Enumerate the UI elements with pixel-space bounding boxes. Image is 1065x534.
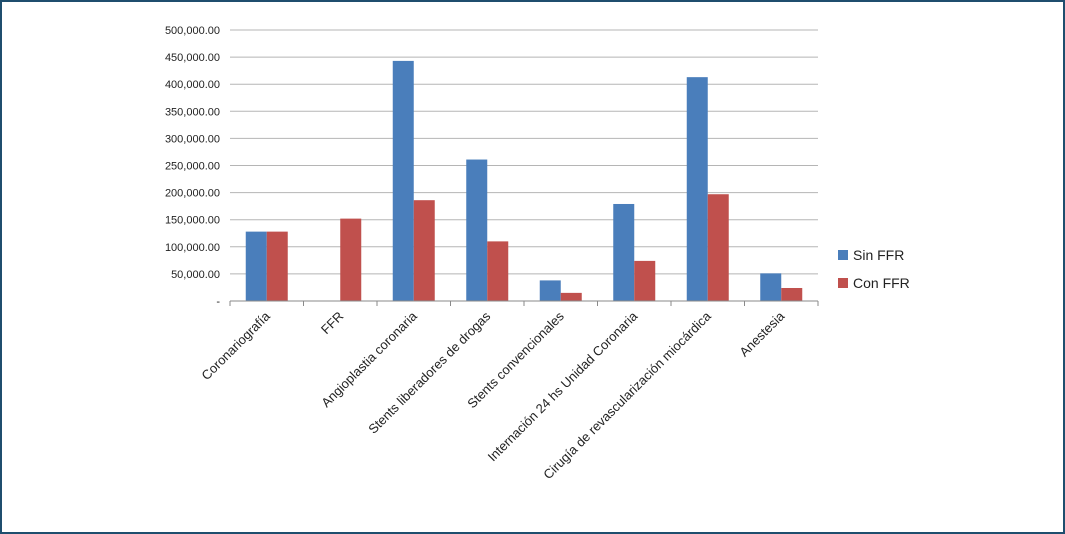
y-tick-label: 150,000.00: [165, 215, 220, 227]
y-tick-label: 500,000.00: [165, 25, 220, 37]
bar-con-ffr: [266, 231, 288, 301]
y-tick-label: 300,000.00: [165, 133, 220, 145]
bar-sin-ffr: [466, 159, 488, 301]
y-tick-label: 50,000.00: [171, 269, 220, 281]
legend-swatch: [838, 250, 848, 260]
y-axis-tick-labels: - 50,000.00 100,000.00 150,000.00 200,000.00…: [165, 25, 220, 308]
bar-con-ffr: [634, 260, 656, 301]
legend-label: Con FFR: [853, 275, 910, 291]
legend-swatch: [838, 278, 848, 288]
category-label: Stents liberadores de drogas: [365, 308, 493, 436]
y-tick-label: 350,000.00: [165, 106, 220, 118]
y-tick-label: -: [216, 296, 220, 308]
bar-con-ffr: [487, 241, 509, 301]
bar-con-ffr: [413, 200, 435, 301]
bar-sin-ffr: [245, 231, 267, 301]
y-tick-label: 400,000.00: [165, 79, 220, 91]
category-label: Anestesia: [736, 308, 788, 360]
bar-con-ffr: [340, 218, 362, 301]
category-label: Cirugía de revascularización miocárdica: [540, 308, 714, 482]
bar-sin-ffr: [760, 273, 782, 301]
gridlines: [230, 29, 818, 275]
legend: Sin FFR Con FFR: [838, 247, 910, 291]
legend-label: Sin FFR: [853, 247, 904, 263]
y-tick-label: 250,000.00: [165, 161, 220, 173]
bar-sin-ffr: [392, 60, 414, 302]
bar-sin-ffr: [686, 77, 708, 302]
bar-con-ffr: [707, 194, 729, 301]
y-tick-label: 450,000.00: [165, 52, 220, 64]
x-axis-tick-marks: [229, 301, 819, 306]
bar-sin-ffr: [613, 203, 635, 301]
bar-sin-ffr: [539, 280, 561, 301]
y-tick-label: 100,000.00: [165, 242, 220, 254]
bar-con-ffr: [781, 287, 803, 301]
bar-con-ffr: [560, 292, 582, 301]
category-label: Coronariografía: [198, 308, 273, 383]
category-label: Internación 24 hs Unidad Coronaria: [485, 308, 641, 464]
bars: [245, 60, 803, 302]
category-label: FFR: [318, 309, 346, 337]
y-tick-label: 200,000.00: [165, 188, 220, 200]
